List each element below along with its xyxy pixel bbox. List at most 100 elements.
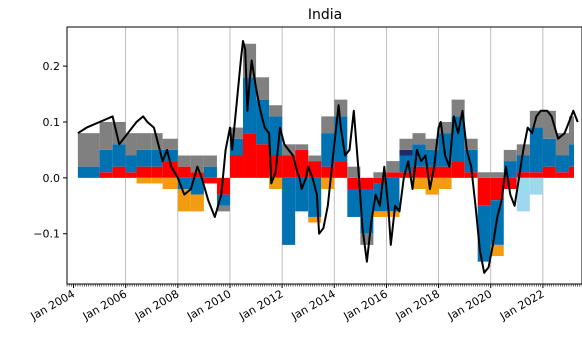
bar-red — [162, 161, 178, 178]
bar-gray — [490, 172, 504, 178]
bar-gray — [125, 133, 137, 156]
bar-lightblue — [516, 177, 530, 212]
bar-red — [99, 172, 113, 178]
bar-gray — [386, 161, 400, 173]
bar-red — [190, 172, 204, 178]
stacked-bars — [77, 43, 574, 262]
bar-orange — [269, 177, 283, 190]
x-tick-label: Jan 2010 — [184, 287, 233, 323]
bar-orange — [438, 177, 452, 190]
y-tick-label: −0.1 — [33, 228, 60, 241]
bar-gray — [99, 121, 113, 150]
bar-red — [568, 166, 574, 178]
bar-blue — [190, 177, 204, 195]
bar-red — [438, 166, 452, 178]
bar-gray — [503, 149, 517, 162]
bar-orange — [190, 194, 204, 212]
bar-orange — [490, 244, 504, 257]
bar-blue — [360, 189, 374, 234]
bar-gray — [321, 116, 335, 134]
y-tick-label: 0.0 — [43, 172, 61, 185]
bar-orange — [386, 211, 400, 217]
bar-orange — [162, 177, 178, 190]
bar-blue — [162, 149, 178, 162]
x-tick-label: Jan 2022 — [497, 287, 546, 323]
x-tick-label: Jan 2004 — [28, 287, 77, 323]
bar-gray — [425, 138, 439, 150]
bar-red — [373, 177, 387, 184]
bar-blue — [136, 149, 152, 167]
bar-red — [177, 166, 191, 178]
bar-gray — [216, 205, 230, 212]
bar-gray — [412, 133, 426, 145]
bar-navy — [399, 149, 413, 156]
bar-blue — [125, 155, 137, 173]
x-tick-label: Jan 2008 — [132, 287, 181, 323]
bar-gray — [568, 116, 574, 145]
bar-red — [216, 177, 230, 195]
x-tick-label: Jan 2014 — [288, 287, 337, 323]
bar-gray — [162, 138, 178, 150]
y-tick-label: 0.1 — [43, 116, 61, 129]
bar-red — [347, 177, 361, 190]
y-tick-label: 0.2 — [43, 60, 61, 73]
bar-orange — [177, 189, 191, 212]
bar-gray — [177, 155, 191, 167]
bar-blue — [282, 177, 296, 245]
bar-orange — [308, 216, 322, 223]
bar-red — [399, 172, 413, 178]
bar-blue — [529, 127, 543, 173]
bar-red — [321, 166, 335, 178]
bar-blue — [555, 155, 569, 173]
bar-blue — [99, 149, 113, 173]
x-axis-ticks: Jan 2004 Jan 2006 Jan 2008 Jan 2010 Jan 2012… — [28, 284, 582, 323]
bar-gray — [77, 133, 100, 167]
bar-gray — [256, 77, 270, 100]
bar-red — [490, 177, 504, 201]
bar-orange — [373, 211, 387, 217]
bar-red — [529, 172, 543, 178]
bar-red — [503, 177, 517, 190]
bar-blue — [112, 144, 126, 167]
bar-gray — [360, 233, 374, 245]
bar-red — [412, 166, 426, 178]
bar-blue — [177, 177, 191, 190]
bar-red — [112, 166, 126, 178]
bar-gray — [464, 138, 478, 150]
bar-blue — [451, 116, 465, 162]
bar-red — [243, 133, 257, 178]
bar-orange — [136, 177, 152, 184]
bar-blue — [477, 205, 491, 262]
bar-gray — [334, 99, 348, 117]
bar-red — [256, 144, 270, 178]
bar-blue — [77, 166, 100, 178]
x-tick-label: Jan 2006 — [80, 287, 129, 323]
bar-red — [451, 161, 465, 178]
bar-orange — [151, 177, 163, 184]
bar-blue — [203, 166, 217, 178]
bar-blue — [542, 138, 556, 167]
bar-red — [425, 166, 439, 178]
bar-blue — [151, 149, 163, 167]
plot-area-frame — [66, 26, 582, 285]
bar-red — [334, 161, 348, 178]
bar-blue — [516, 155, 530, 173]
bar-gray — [136, 133, 152, 150]
bar-red — [295, 149, 309, 178]
bar-orange — [412, 177, 426, 190]
bar-red — [203, 177, 217, 184]
bar-blue — [347, 189, 361, 217]
bar-blue — [386, 177, 400, 212]
x-tick-label: Jan 2012 — [236, 287, 285, 323]
series-line — [77, 40, 579, 274]
bar-gray — [477, 172, 491, 178]
x-tick-label: Jan 2016 — [341, 287, 390, 323]
bar-red — [282, 155, 296, 178]
bar-gray — [438, 121, 452, 134]
bar-lightblue — [529, 177, 543, 195]
bar-red — [136, 166, 152, 178]
bar-gray — [308, 155, 322, 162]
y-axis-ticks: 0.2 0.1 0.0 −0.1 — [33, 60, 67, 241]
bar-gray — [203, 155, 217, 167]
